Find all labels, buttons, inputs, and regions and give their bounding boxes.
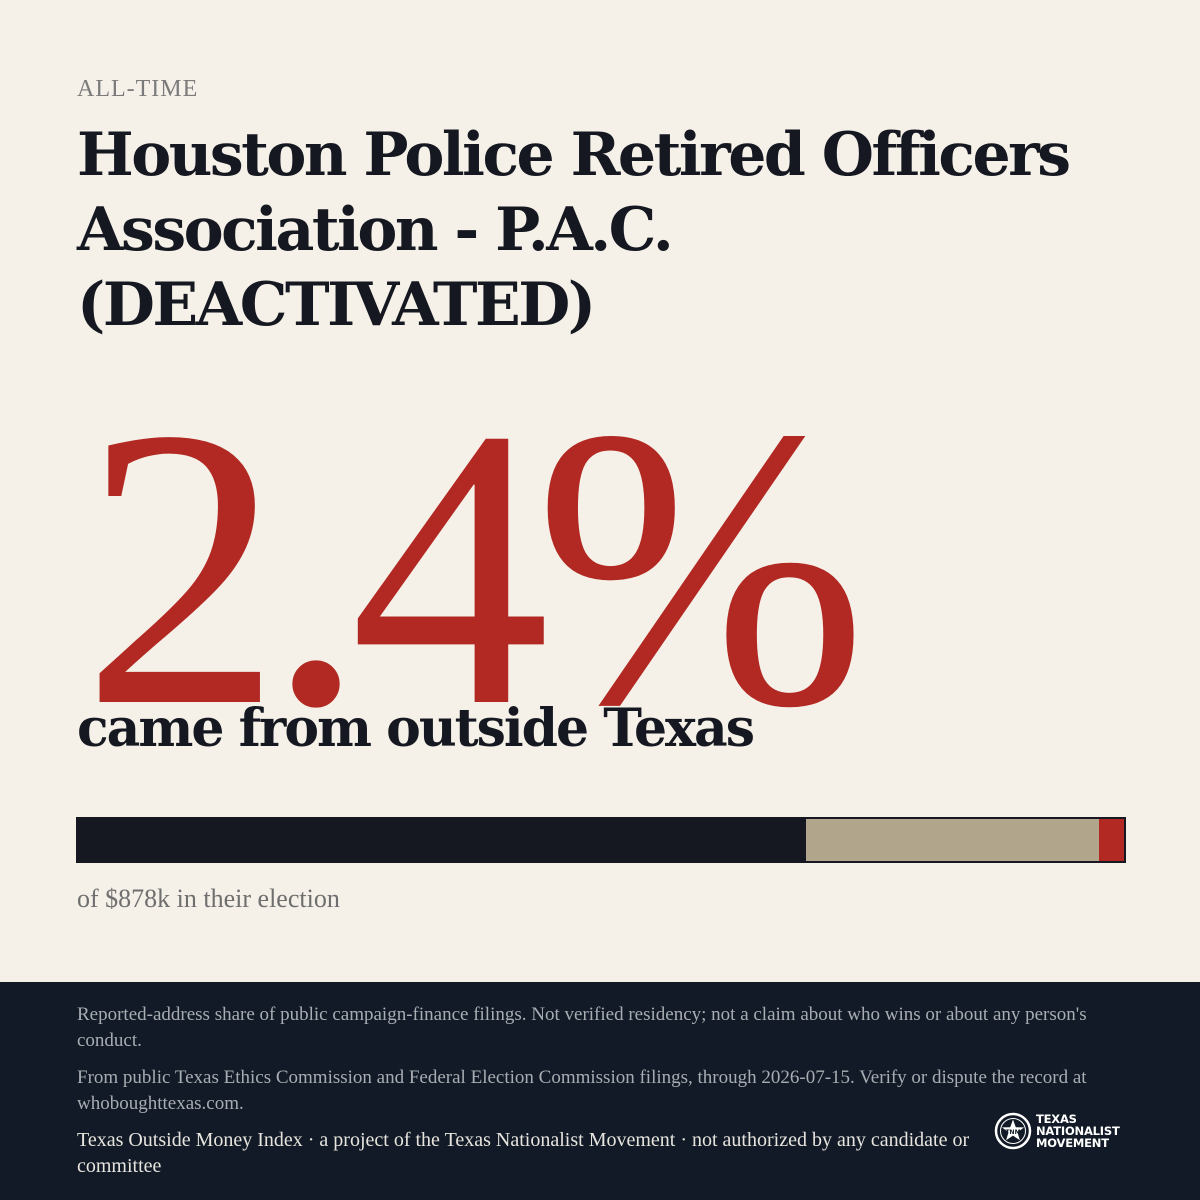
outside-share-value: 2.4% (82, 346, 867, 789)
logo-line-1: TEXAS (1036, 1112, 1077, 1126)
logo-line-3: MOVEMENT (1036, 1136, 1109, 1150)
svg-text:TNM: TNM (1005, 1129, 1020, 1136)
tnm-logo: TNM TEXAS NATIONALIST MOVEMENT (994, 1112, 1120, 1150)
star-seal-icon: TNM (994, 1112, 1032, 1150)
bar-segment-in-texas (78, 819, 807, 861)
logo-line-2: NATIONALIST (1036, 1124, 1120, 1138)
committee-title: Houston Police Retired Officers Associat… (77, 120, 1071, 340)
share-bar (76, 817, 1126, 863)
outside-share-caption: came from outside Texas (77, 698, 755, 759)
footer: Reported-address share of public campaig… (0, 982, 1200, 1200)
source-text: From public Texas Ethics Commission and … (77, 1067, 1087, 1114)
timeframe-label: ALL-TIME (77, 76, 199, 102)
total-amount-note: of $878k in their election (77, 884, 340, 913)
bar-segment-unknown (806, 819, 1099, 861)
bar-segment-outside-texas (1098, 819, 1124, 861)
disclaimer-text: Reported-address share of public campaig… (77, 1004, 1087, 1051)
credit-text: Texas Outside Money Index · a project of… (77, 1129, 970, 1177)
